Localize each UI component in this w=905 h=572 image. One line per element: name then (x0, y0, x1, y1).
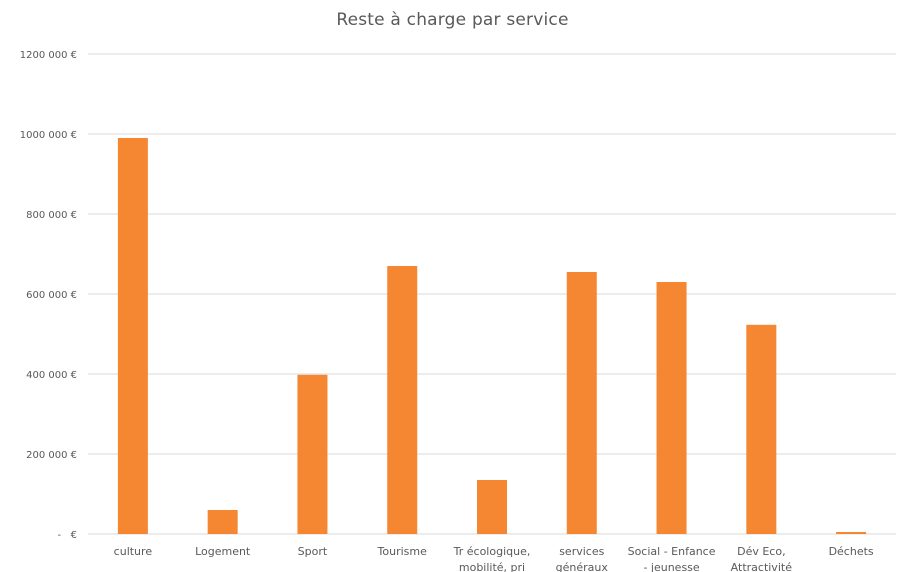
chart-title: Reste à charge par service (336, 10, 569, 30)
x-tick-label: Logement (195, 545, 251, 558)
x-tick-label: Tourisme (377, 545, 428, 558)
bar (207, 510, 238, 534)
x-tick-label: services (559, 545, 604, 558)
y-tick-label: - € (57, 530, 77, 541)
bar (387, 266, 418, 534)
bar (117, 138, 148, 534)
x-tick-label: généraux (556, 561, 609, 572)
y-tick-label: 1000 000 € (20, 130, 77, 141)
y-tick-label: 600 000 € (26, 290, 77, 301)
bar (297, 374, 328, 534)
bar (836, 532, 867, 534)
y-tick-label: 800 000 € (26, 210, 77, 221)
x-tick-label: mobilité, pri (459, 561, 525, 572)
y-tick-label: 200 000 € (26, 450, 77, 461)
x-tick-label: Déchets (829, 545, 874, 558)
x-tick-label: Social - Enfance (628, 545, 716, 558)
y-tick-label: 400 000 € (26, 370, 77, 381)
x-tick-label: Dév Eco, (737, 545, 785, 558)
x-tick-label: culture (114, 545, 153, 558)
bar (477, 480, 507, 534)
y-tick-label: 1200 000 € (20, 50, 77, 61)
x-tick-label: Tr écologique, (453, 545, 531, 558)
x-tick-label: Attractivité (731, 561, 793, 572)
bar (656, 282, 687, 534)
x-tick-label: Sport (298, 545, 328, 558)
x-tick-label: - jeunesse (643, 561, 699, 572)
bar (746, 324, 777, 534)
bar (566, 272, 597, 534)
